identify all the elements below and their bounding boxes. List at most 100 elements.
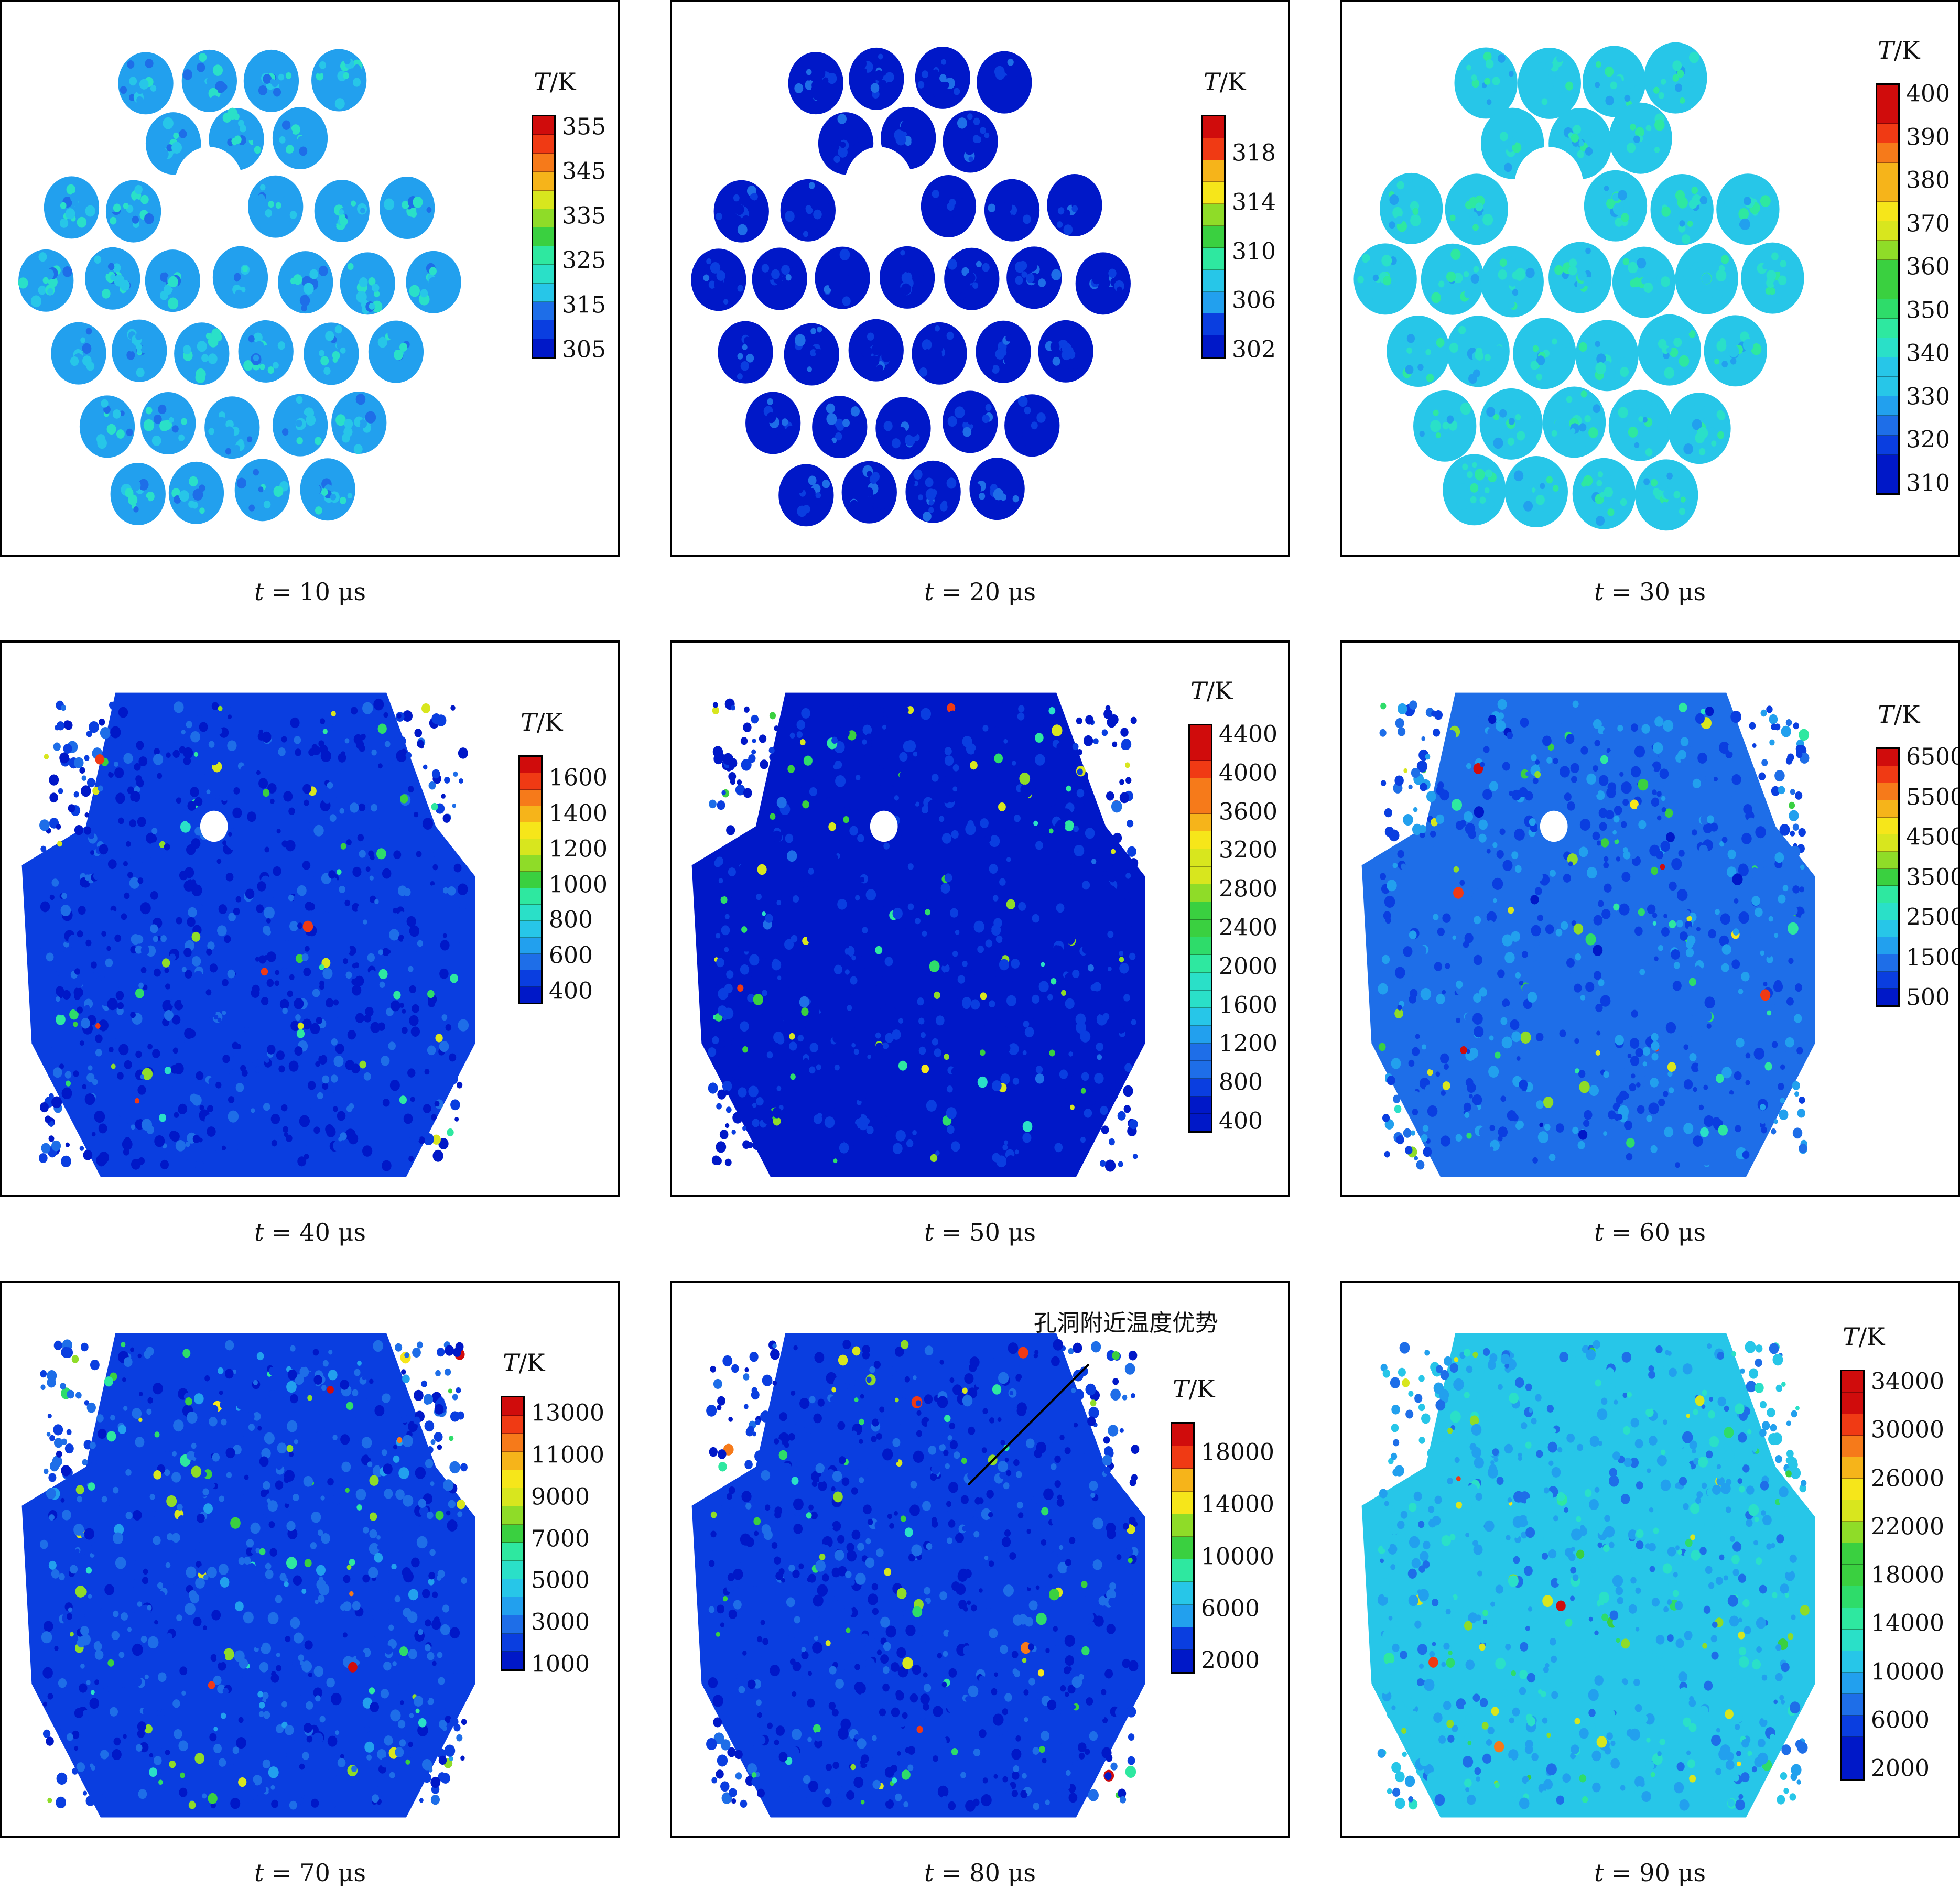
colorbar-tick-label: 400	[1906, 80, 1950, 107]
grain-8	[105, 180, 161, 243]
colorbar-tick-label: 18000	[1871, 1561, 1944, 1589]
colorbar-segment	[1877, 124, 1898, 144]
colorbar-segment	[1877, 920, 1898, 938]
grain-23	[304, 322, 359, 385]
colorbar-segment	[1877, 416, 1898, 436]
colorbar-title: T/K	[1173, 1375, 1215, 1403]
colorbar-tick-label: 800	[1219, 1069, 1263, 1096]
colorbar	[1876, 83, 1900, 495]
colorbar-segment	[1190, 919, 1211, 938]
colorbar-tick-label: 18000	[1201, 1439, 1274, 1466]
colorbar-tick-label: 400	[1219, 1108, 1263, 1135]
particle-clusters	[691, 46, 1131, 527]
colorbar-tick-label: 34000	[1871, 1368, 1944, 1395]
colorbar-segment	[1842, 1457, 1863, 1479]
particle-clusters	[21, 692, 475, 1177]
colorbar-segment	[1877, 954, 1898, 972]
colorbar-segment	[1877, 299, 1898, 319]
colorbar-segment	[533, 265, 554, 284]
merged-aggregate	[21, 692, 475, 1177]
colorbar-tick-label: 315	[562, 291, 606, 319]
caption-equals: =	[264, 1218, 300, 1246]
colorbar-title-symbol: T	[1190, 677, 1207, 705]
colorbar-title: T/K	[1190, 677, 1233, 705]
colorbar-title: T/K	[1878, 700, 1920, 729]
colorbar-title: T/K	[503, 1349, 545, 1377]
colorbar-segment	[502, 1652, 523, 1670]
colorbar-tick-label: 3200	[1219, 837, 1277, 864]
caption-variable: t	[1594, 578, 1604, 606]
colorbar-segment	[1877, 937, 1898, 955]
colorbar-segment	[1190, 743, 1211, 761]
colorbar-segment	[1172, 1491, 1193, 1514]
particle-field	[691, 46, 1131, 527]
colorbar-segment	[502, 1543, 523, 1561]
particle-clusters	[21, 1333, 475, 1818]
colorbar-segment	[520, 872, 541, 888]
colorbar-tick-label: 330	[1906, 383, 1950, 410]
caption-unit: μs	[1008, 1859, 1036, 1887]
colorbar-tick-label: 3500	[1906, 864, 1960, 891]
colorbar-title-symbol: T	[503, 1349, 519, 1377]
colorbar-tick-label: 2500	[1906, 904, 1960, 931]
colorbar-tick-label: 10000	[1871, 1658, 1944, 1685]
colorbar-segment	[1190, 884, 1211, 903]
colorbar-segment	[1190, 778, 1211, 796]
caption-space	[330, 1859, 338, 1887]
colorbar-segment	[1877, 749, 1898, 766]
colorbar-tick-label: 6500	[1906, 743, 1960, 770]
colorbar-segment	[502, 1470, 523, 1489]
particle-clusters	[1353, 42, 1804, 531]
colorbar-tick-label: 2000	[1219, 953, 1277, 980]
colorbar-segment	[1172, 1604, 1193, 1627]
colorbar-segment	[1877, 868, 1898, 886]
colorbar-segment	[1877, 396, 1898, 416]
colorbar-segment	[1877, 852, 1898, 869]
particle-clusters	[1361, 1333, 1815, 1818]
colorbar	[1840, 1370, 1865, 1781]
colorbar-tick-label: 4400	[1219, 721, 1277, 748]
colorbar-segment	[533, 246, 554, 265]
caption-equals: =	[1604, 1859, 1640, 1887]
colorbar-segment	[1190, 955, 1211, 973]
simulation-panel-t60: T/K 6500 5500 4500 3500 2500 1500 500	[1340, 640, 1960, 1197]
panel-caption: t = 10 μs	[254, 578, 366, 606]
colorbar-title-unit: /K	[1188, 1375, 1215, 1403]
colorbar-segment	[1203, 313, 1224, 336]
colorbar-title: T/K	[1843, 1322, 1885, 1351]
colorbar-segment	[1877, 143, 1898, 163]
colorbar-segment	[1877, 104, 1898, 124]
caption-unit: μs	[338, 578, 366, 606]
simulation-panel-t70: T/K 13000 11000 9000 7000 5000 3000 1000	[0, 1281, 620, 1838]
caption-space	[330, 1218, 338, 1246]
colorbar-segment	[533, 190, 554, 209]
colorbar-segment	[1190, 1114, 1211, 1132]
colorbar-tick-label: 302	[1232, 336, 1276, 363]
grain-10	[1650, 173, 1714, 245]
colorbar-segment	[502, 1579, 523, 1598]
particle-field	[691, 1333, 1145, 1818]
colorbar-segment	[1190, 972, 1211, 991]
caption-space	[1670, 578, 1678, 606]
colorbar-tick-label: 1600	[1219, 992, 1277, 1019]
caption-variable: t	[1594, 1218, 1604, 1246]
caption-variable: t	[924, 1859, 934, 1887]
colorbar-segment	[502, 1597, 523, 1616]
colorbar-tick-label: 22000	[1871, 1513, 1944, 1540]
colorbar-segment	[1203, 247, 1224, 270]
colorbar-segment	[1877, 318, 1898, 338]
caption-equals: =	[934, 1859, 970, 1887]
colorbar-segment	[1842, 1543, 1863, 1565]
colorbar-segment	[1172, 1424, 1193, 1447]
colorbar-tick-label: 305	[562, 336, 606, 363]
colorbar-segment	[1877, 800, 1898, 818]
colorbar-segment	[1842, 1736, 1863, 1758]
caption-equals: =	[264, 578, 300, 606]
grain-6	[943, 110, 998, 173]
colorbar-title: T/K	[1878, 36, 1920, 64]
colorbar-segment	[520, 757, 541, 774]
colorbar-segment	[533, 227, 554, 246]
colorbar-segment	[533, 172, 554, 191]
colorbar-segment	[1190, 990, 1211, 1008]
colorbar-segment	[1172, 1627, 1193, 1650]
